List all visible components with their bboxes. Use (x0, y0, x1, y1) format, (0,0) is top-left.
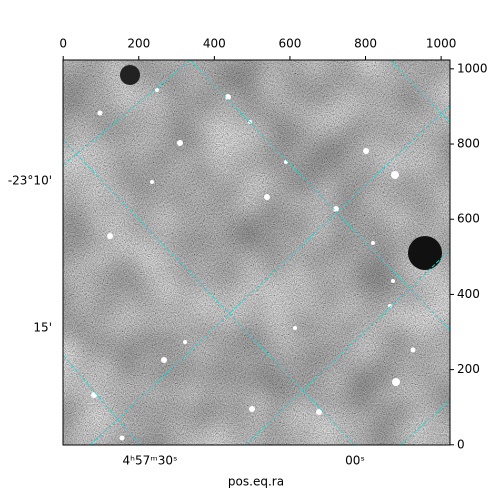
image (63, 60, 450, 445)
dec-tick-label: 15' (33, 321, 52, 335)
y-tick-label: 800 (457, 137, 480, 151)
ra-tick-label: 00ˢ (345, 454, 365, 468)
x-tick-label: 1000 (426, 37, 457, 51)
wcs-grid (63, 60, 450, 445)
x-tick-label: 200 (127, 37, 150, 51)
y-tick-label: 0 (457, 437, 465, 451)
y-tick-label: 200 (457, 362, 480, 376)
stars (91, 88, 416, 441)
x-axis-label: pos.eq.ra (228, 475, 284, 489)
x-tick-label: 0 (59, 37, 67, 51)
y-tick-label: 1000 (457, 61, 488, 75)
x-tick-label: 800 (354, 37, 377, 51)
y-tick-label: 600 (457, 212, 480, 226)
frame (62, 59, 451, 446)
ra-tick-label: 4ʰ57ᵐ30ˢ (123, 454, 178, 468)
x-tick-label: 400 (203, 37, 226, 51)
y-tick-label: 400 (457, 287, 480, 301)
dec-tick-label: -23°10' (8, 174, 52, 188)
x-tick-label: 600 (278, 37, 301, 51)
